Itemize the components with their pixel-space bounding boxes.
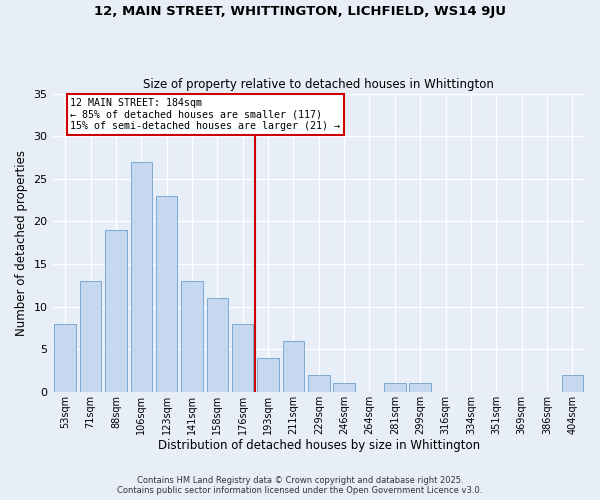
Bar xyxy=(308,374,329,392)
Bar xyxy=(257,358,279,392)
Bar xyxy=(131,162,152,392)
Bar xyxy=(334,384,355,392)
Bar xyxy=(80,281,101,392)
Bar xyxy=(55,324,76,392)
Bar xyxy=(206,298,228,392)
Bar xyxy=(384,384,406,392)
Bar xyxy=(409,384,431,392)
Bar xyxy=(562,374,583,392)
Text: Contains HM Land Registry data © Crown copyright and database right 2025.
Contai: Contains HM Land Registry data © Crown c… xyxy=(118,476,482,495)
Bar xyxy=(283,340,304,392)
Y-axis label: Number of detached properties: Number of detached properties xyxy=(15,150,28,336)
X-axis label: Distribution of detached houses by size in Whittington: Distribution of detached houses by size … xyxy=(158,440,480,452)
Title: Size of property relative to detached houses in Whittington: Size of property relative to detached ho… xyxy=(143,78,494,91)
Bar xyxy=(232,324,253,392)
Bar xyxy=(181,281,203,392)
Bar xyxy=(156,196,178,392)
Text: 12, MAIN STREET, WHITTINGTON, LICHFIELD, WS14 9JU: 12, MAIN STREET, WHITTINGTON, LICHFIELD,… xyxy=(94,5,506,18)
Bar xyxy=(105,230,127,392)
Text: 12 MAIN STREET: 184sqm
← 85% of detached houses are smaller (117)
15% of semi-de: 12 MAIN STREET: 184sqm ← 85% of detached… xyxy=(70,98,340,131)
